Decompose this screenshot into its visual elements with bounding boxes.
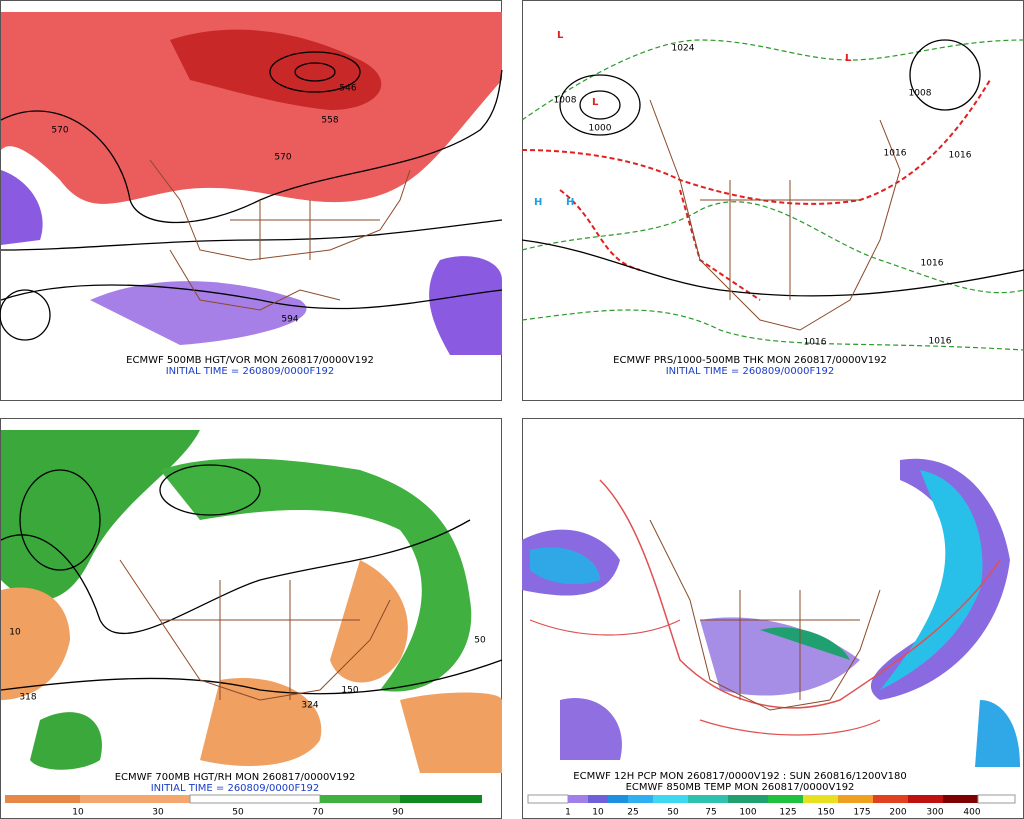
colorbar-label: 175 <box>853 808 870 818</box>
contour-label: 594 <box>281 315 298 325</box>
contour-label: 10 <box>9 628 21 638</box>
contour-label: 324 <box>301 701 318 711</box>
map-precip <box>522 458 1020 767</box>
map-700mb: 318 150 324 50 10 <box>0 430 503 773</box>
low-marker: L <box>557 30 564 41</box>
contour-label: 1016 <box>884 149 907 159</box>
colorbar-label: 400 <box>963 808 980 818</box>
colorbar-labels: 10 30 50 70 90 <box>72 808 404 818</box>
colorbar-label: 200 <box>889 808 906 818</box>
initial-time: INITIAL TIME = 260809/0000F192 <box>166 366 335 377</box>
panel-title: ECMWF PRS/1000-500MB THK MON 260817/0000… <box>613 355 887 366</box>
contour-label: 570 <box>274 153 291 163</box>
low-marker: L <box>845 53 852 64</box>
colorbar-label: 10 <box>592 808 604 818</box>
contour-label: 1008 <box>909 89 932 99</box>
contour-label: 546 <box>339 84 356 94</box>
colorbar-label: 30 <box>152 808 164 818</box>
colorbar-label: 125 <box>779 808 796 818</box>
contour-label: 570 <box>51 126 68 136</box>
contour-label: 1016 <box>949 151 972 161</box>
panel-title: ECMWF 700MB HGT/RH MON 260817/0000V192 <box>115 772 356 783</box>
initial-time: INITIAL TIME = 260809/0000F192 <box>151 783 320 794</box>
high-marker: H <box>566 197 574 208</box>
map-500mb: 570 546 558 570 594 <box>0 12 503 355</box>
contour-label: 1016 <box>929 337 952 347</box>
panel-title: ECMWF 12H PCP MON 260817/0000V192 : SUN … <box>573 771 906 782</box>
colorbar-label: 100 <box>739 808 756 818</box>
colorbar-label: 10 <box>72 808 84 818</box>
contour-label: 50 <box>474 636 486 646</box>
colorbar-label: 1 <box>565 808 571 818</box>
contour-label: 558 <box>321 116 338 126</box>
colorbar-label: 150 <box>817 808 834 818</box>
colorbar-labels: 1 10 25 50 75 100 125 150 175 200 300 40… <box>565 808 981 818</box>
colorbar <box>527 794 1016 804</box>
contour-label: 150 <box>341 686 358 696</box>
panel-title: ECMWF 500MB HGT/VOR MON 260817/0000V192 <box>126 355 374 366</box>
colorbar-label: 50 <box>667 808 679 818</box>
high-marker: H <box>534 197 542 208</box>
colorbar-label: 75 <box>705 808 716 818</box>
map-mslp: H H L L L 1024 1008 1000 1008 1016 1016 … <box>521 30 1024 351</box>
contour-label: 1024 <box>672 44 695 54</box>
contour-label: 318 <box>19 693 36 703</box>
contour-label: 1000 <box>589 124 612 134</box>
colorbar-label: 70 <box>312 808 324 818</box>
contour-label: 1016 <box>804 338 827 348</box>
colorbar-label: 90 <box>392 808 404 818</box>
contour-label: 1016 <box>921 259 944 269</box>
colorbar-label: 25 <box>627 808 638 818</box>
low-marker: L <box>592 97 599 108</box>
colorbar-label: 300 <box>926 808 943 818</box>
contour-label: 1008 <box>554 96 577 106</box>
colorbar-label: 50 <box>232 808 244 818</box>
initial-time: INITIAL TIME = 260809/0000F192 <box>666 366 835 377</box>
panel-subtitle: ECMWF 850MB TEMP MON 260817/0000V192 <box>626 782 855 793</box>
colorbar <box>5 794 482 804</box>
